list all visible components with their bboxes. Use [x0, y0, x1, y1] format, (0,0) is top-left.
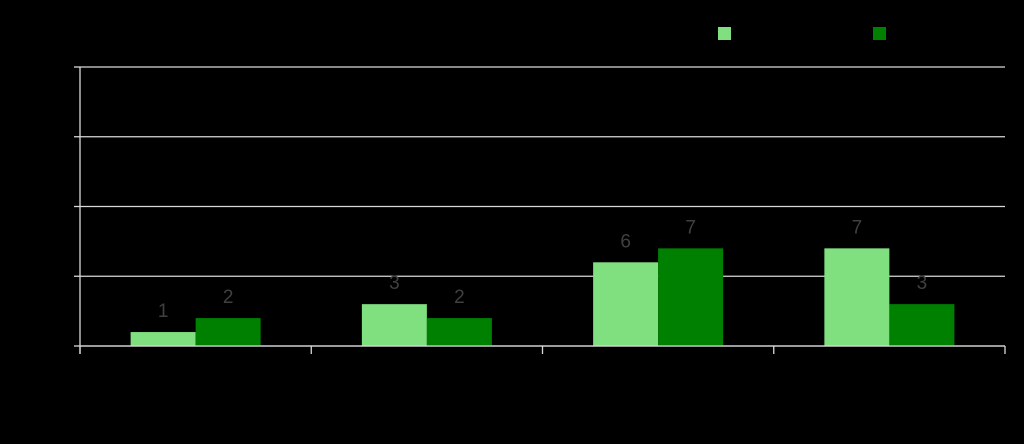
data-label: 2	[454, 287, 465, 308]
data-label: 6	[620, 231, 631, 252]
bar	[658, 248, 724, 346]
data-label: 3	[917, 273, 928, 294]
legend-swatch	[718, 27, 731, 40]
bar	[426, 318, 492, 346]
bar	[195, 318, 261, 346]
data-label: 7	[685, 217, 696, 238]
bar	[824, 248, 890, 346]
legend-swatch	[873, 27, 886, 40]
bar	[130, 332, 196, 346]
data-label: 3	[389, 273, 400, 294]
bar	[889, 304, 955, 346]
bar	[593, 262, 659, 346]
data-label: 7	[852, 217, 863, 238]
data-label: 1	[158, 301, 169, 322]
bar	[361, 304, 427, 346]
data-label: 2	[223, 287, 234, 308]
